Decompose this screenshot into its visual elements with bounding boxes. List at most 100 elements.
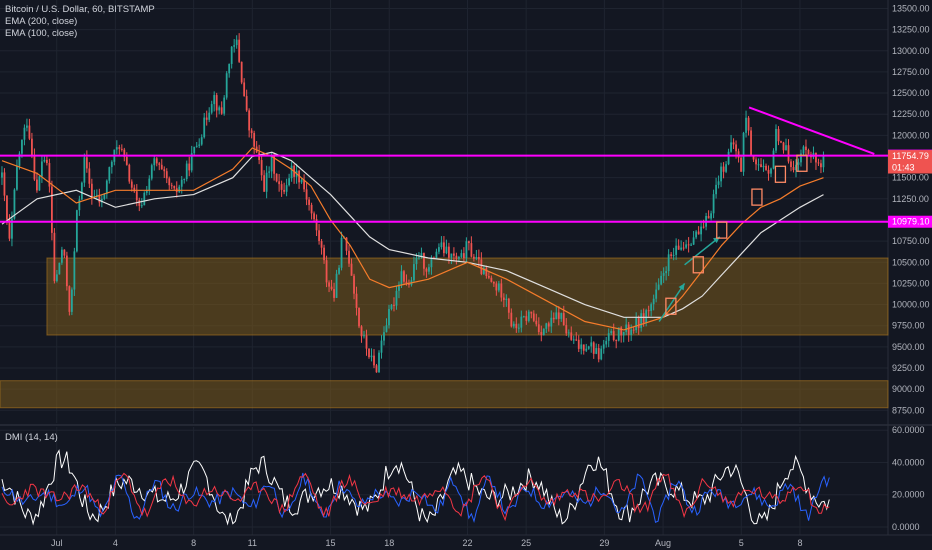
candle-body (348, 250, 350, 264)
candle-body (383, 332, 385, 341)
candle-body (465, 241, 468, 259)
candle-body (65, 255, 68, 287)
candle-body (283, 189, 286, 192)
candle-body (393, 304, 395, 306)
candle-body (735, 144, 737, 152)
candle-body (752, 155, 755, 160)
candle-body (290, 165, 293, 179)
time-axis: Jul 4 8 11 15 18 22 25 29 Aug 5 8 (51, 538, 803, 548)
candle-body (820, 163, 822, 168)
price-tag (888, 215, 932, 228)
candle-body (492, 281, 495, 284)
price-tick-label: 10500.00 (892, 257, 930, 267)
candle-body (647, 310, 650, 312)
candle-body (170, 185, 173, 187)
time-tick-label: 18 (384, 538, 394, 548)
candle-body (350, 263, 353, 276)
dmi-axis: 60.0000 40.0000 20.0000 0.0000 (892, 425, 925, 532)
candles (1, 33, 825, 373)
candle-body (795, 164, 797, 171)
candle-body (120, 148, 123, 150)
candle-body (41, 161, 43, 177)
candle-body (53, 232, 56, 282)
candle-body (580, 344, 583, 349)
candle-body (163, 169, 166, 172)
dmi-title[interactable]: DMI (14, 14) (5, 432, 58, 443)
ema200-legend[interactable]: EMA (200, close) (5, 16, 78, 27)
candle-body (418, 257, 420, 259)
candle-body (672, 254, 675, 256)
candle-body (153, 158, 156, 166)
candle-body (470, 243, 473, 257)
candle-body (505, 298, 508, 301)
candle-body (607, 333, 610, 341)
candle-body (235, 39, 238, 46)
candle-body (685, 244, 688, 248)
candle-body (230, 46, 233, 64)
arrow-head (678, 283, 685, 291)
marker-box (774, 165, 787, 183)
candle-body (183, 178, 186, 180)
candle-body (373, 355, 375, 366)
candle-body (640, 313, 643, 328)
candle-body (140, 205, 143, 207)
candle-body (635, 317, 638, 331)
candle-body (520, 316, 523, 328)
candle-body (737, 151, 740, 158)
candle-body (670, 254, 673, 256)
candle-body (105, 180, 108, 194)
candle-body (587, 346, 590, 349)
dmi-tick-label: 20.0000 (892, 490, 925, 500)
candle-body (615, 339, 618, 341)
candle-body (398, 284, 400, 291)
candle-body (760, 164, 762, 168)
candle-body (682, 247, 685, 249)
ema-200-line (1, 151, 824, 318)
candle-body (490, 277, 493, 282)
candle-body (602, 344, 605, 349)
candle-body (687, 244, 690, 246)
time-tick-label: 22 (462, 538, 472, 548)
candle-body (305, 189, 308, 200)
candle-body (60, 249, 63, 263)
candle-body (325, 260, 328, 283)
candle-body (90, 183, 93, 198)
candle-body (510, 312, 513, 327)
candle-body (750, 130, 752, 156)
price-tick-label: 13500.00 (892, 3, 930, 13)
candle-body (168, 178, 171, 186)
candle-body (178, 186, 181, 193)
candle-body (495, 283, 498, 291)
candle-body (1, 172, 3, 178)
ema100-legend[interactable]: EMA (100, close) (5, 28, 78, 39)
candle-body (248, 110, 251, 131)
candle-body (448, 246, 450, 258)
candle-body (617, 327, 620, 341)
candle-body (193, 146, 196, 154)
candle-body (208, 112, 211, 120)
symbol-title[interactable]: Bitcoin / U.S. Dollar, 60, BITSTAMP (5, 4, 155, 15)
candle-body (822, 155, 825, 168)
candle-body (697, 231, 700, 235)
candle-body (135, 191, 138, 201)
time-tick-label: Aug (655, 538, 671, 548)
candle-body (103, 193, 106, 199)
candle-body (288, 178, 291, 186)
candle-body (205, 117, 208, 120)
candle-body (260, 160, 263, 176)
candle-body (540, 332, 543, 336)
candle-body (233, 45, 236, 47)
candle-body (667, 254, 670, 272)
candle-body (425, 268, 428, 272)
candle-body (562, 313, 565, 326)
candle-body (190, 153, 193, 171)
candle-body (642, 313, 645, 323)
candle-body (572, 339, 575, 341)
time-tick-label: 15 (326, 538, 336, 548)
candle-body (330, 286, 333, 290)
candle-body (11, 218, 13, 239)
candle-body (712, 194, 715, 214)
candle-body (575, 339, 578, 341)
candle-body (188, 163, 191, 171)
